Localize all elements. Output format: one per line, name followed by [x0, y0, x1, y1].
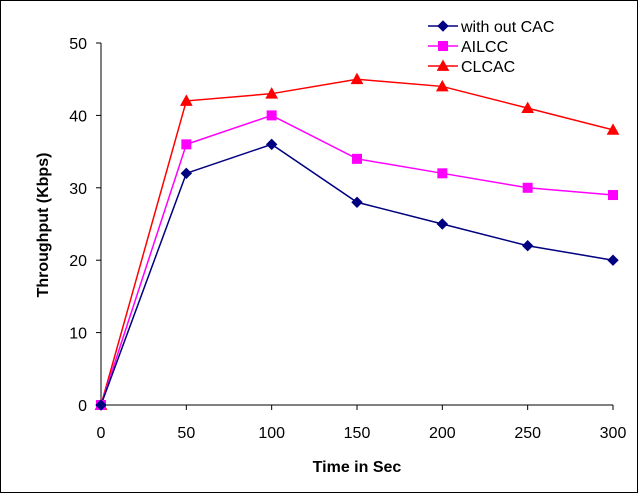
data-point: [521, 240, 534, 252]
y-tick-label: 50: [69, 36, 87, 53]
x-tick-label: 150: [344, 425, 371, 442]
data-point: [522, 182, 533, 193]
tick-labels: 0 10 20 30 40 50 0 50 100 150 200 250 300: [69, 36, 626, 442]
legend-marker: [437, 20, 449, 32]
x-axis-label: Time in Sec: [313, 459, 402, 476]
y-tick-label: 40: [69, 108, 87, 125]
data-point: [351, 196, 363, 208]
data-point: [350, 72, 364, 85]
axes: [96, 42, 614, 410]
data-point: [436, 218, 449, 230]
data-point: [180, 167, 193, 180]
y-tick-label: 10: [69, 326, 87, 343]
data-point: [607, 254, 619, 266]
y-tick-label: 0: [78, 398, 87, 415]
x-tick-label: 200: [429, 425, 456, 442]
data-point: [265, 138, 278, 151]
legend: with out CAC AILCC CLCAC: [428, 19, 554, 76]
y-axis-label: Throughput (Kbps): [35, 153, 52, 298]
data-point: [435, 79, 449, 92]
legend-label: with out CAC: [460, 19, 554, 36]
data-point: [608, 190, 618, 201]
legend-label: CLCAC: [461, 59, 515, 76]
data-point: [352, 153, 362, 164]
x-tick-label: 250: [514, 425, 541, 442]
x-tick-label: 0: [97, 425, 106, 442]
data-point: [265, 87, 279, 99]
data-point: [606, 123, 620, 135]
data-point: [95, 399, 107, 411]
legend-marker: [438, 41, 448, 51]
x-tick-label: 50: [177, 425, 195, 442]
x-tick-label: 100: [258, 425, 285, 442]
series-line: [100, 78, 614, 406]
y-tick-label: 20: [69, 253, 87, 270]
data-point: [266, 110, 277, 121]
y-tick-label: 30: [69, 181, 87, 198]
series-line: [100, 143, 614, 406]
x-tick-label: 300: [600, 425, 627, 442]
series-lines: [100, 78, 614, 406]
data-point: [179, 94, 193, 106]
data-point: [437, 168, 448, 179]
legend-marker: [436, 59, 450, 71]
series-markers: [94, 72, 620, 411]
legend-label: AILCC: [461, 39, 508, 56]
data-point: [521, 101, 535, 114]
data-point: [181, 139, 192, 150]
